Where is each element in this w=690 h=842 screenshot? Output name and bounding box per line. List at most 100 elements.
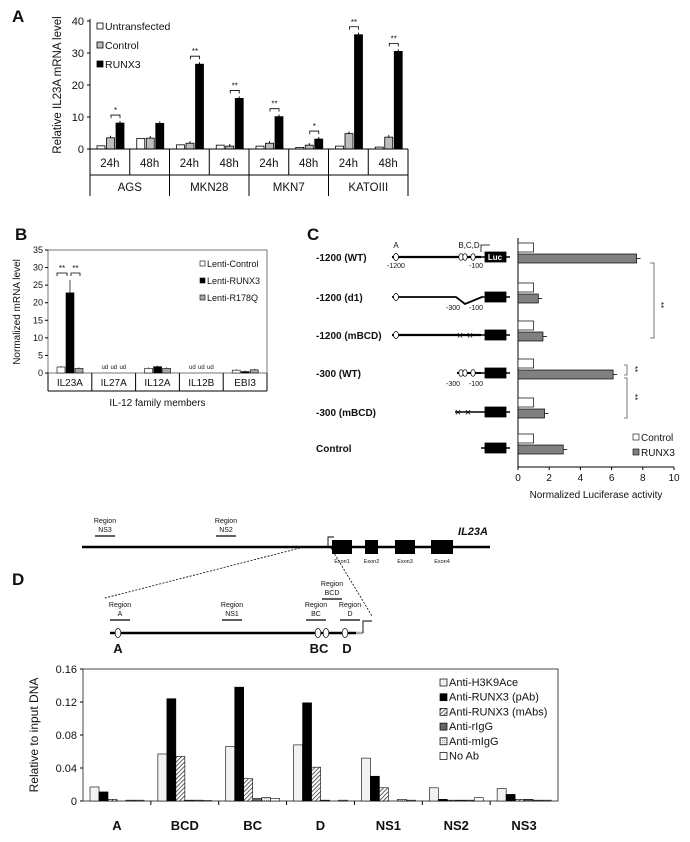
b-legend-label: Lenti-Control	[207, 259, 259, 269]
c-bar-runx3	[517, 331, 544, 342]
d-bar-series-4	[184, 799, 195, 802]
d-legend-swatch	[439, 752, 448, 760]
d-region-d-label: D	[347, 611, 352, 618]
d-bar-series-5	[532, 799, 543, 802]
d-bar-series-2	[234, 686, 245, 802]
a-cell-line-label: MKN7	[273, 182, 305, 194]
d-exon-label: Exon4	[434, 559, 450, 565]
c-pos-label: -100	[469, 263, 483, 270]
a-bar-untransfected	[136, 138, 146, 150]
c-significance: **	[656, 302, 665, 308]
c-site-a	[393, 293, 399, 301]
b-bar-lenti-runx3	[153, 366, 162, 374]
c-bar-runx3	[517, 253, 637, 264]
a-y-tick-label: 0	[78, 144, 84, 156]
c-significance: **	[630, 394, 639, 400]
a-timepoint-label: 24h	[259, 158, 278, 170]
b-undetected-label: ud	[189, 365, 196, 371]
d-category-label: BC	[243, 818, 262, 833]
a-significance: **	[391, 34, 397, 43]
d-bar-series-5	[397, 799, 407, 802]
d-region-ns2-label: NS2	[219, 527, 233, 534]
d-exon-box	[332, 540, 352, 554]
d-bar-series-6	[541, 799, 552, 802]
c-bar-runx3	[517, 444, 564, 455]
c-legend-swatch	[632, 448, 640, 456]
b-category-label: EBI3	[234, 378, 256, 389]
a-significance: **	[232, 81, 238, 90]
a-bar-runx3	[234, 98, 244, 150]
d-bar-series-2	[302, 702, 312, 802]
d-legend-label: Anti-RUNX3 (pAb)	[449, 692, 539, 704]
b-significance-bracket	[70, 272, 81, 276]
d-bar-series-5	[193, 799, 204, 802]
b-bar-lenti-runx3	[240, 371, 250, 374]
b-undetected-label: ud	[110, 365, 117, 371]
panel-label-a: A	[12, 7, 24, 26]
c-pos-label: -300	[446, 381, 460, 388]
d-y-tick-label: 0.04	[56, 763, 77, 775]
a-bar-runx3	[115, 122, 125, 150]
d-region-ns3-label: Region	[94, 518, 116, 525]
c-pos-label: -100	[469, 305, 483, 312]
d-bar-series-1	[225, 746, 236, 802]
b-y-tick-label: 30	[33, 263, 43, 273]
c-bar-control	[517, 242, 534, 253]
d-bar-series-4	[252, 798, 263, 802]
a-cell-line-label: AGS	[118, 182, 143, 194]
c-construct-label: Control	[316, 444, 352, 455]
d-legend-swatch	[439, 678, 448, 687]
d-bar-series-2	[370, 775, 380, 802]
b-legend-swatch	[199, 277, 206, 284]
a-legend-label: Untransfected	[105, 21, 171, 33]
a-significance-bracket	[349, 26, 359, 30]
c-bar-control	[517, 397, 534, 408]
c-site-bcd	[470, 253, 476, 261]
a-bar-control	[265, 142, 274, 150]
b-significance: **	[59, 264, 65, 273]
d-bar-series-6	[406, 799, 416, 802]
b-bar-lenti-control	[144, 368, 153, 374]
d-bar-series-3	[175, 756, 186, 802]
a-cell-line-label: KATOIII	[348, 182, 388, 194]
d-region-bc-label: Region	[305, 602, 327, 609]
d-y-tick-label: 0.12	[56, 697, 77, 709]
d-tss-arrow-icon	[362, 620, 372, 633]
c-x-tick-label: 8	[640, 473, 646, 484]
c-site-bcd	[470, 369, 476, 377]
a-legend-swatch	[96, 22, 104, 30]
b-y-axis-label: Normalized mRNA level	[12, 259, 23, 365]
d-bar-series-5	[464, 799, 475, 802]
c-significance: **	[630, 366, 639, 372]
d-exon-label: Exon3	[397, 559, 413, 565]
b-bar-lenti-control	[56, 366, 66, 374]
c-site-a-label: A	[393, 241, 399, 250]
c-construct-label: -300 (WT)	[316, 369, 361, 380]
a-y-tick-label: 30	[72, 48, 84, 60]
a-bar-runx3	[274, 116, 284, 150]
d-bar-series-2	[505, 794, 516, 802]
a-timepoint-label: 48h	[299, 158, 318, 170]
d-bar-series-3	[243, 778, 254, 802]
c-mutation-x-icon: ×	[465, 407, 471, 419]
a-bar-control	[185, 142, 195, 150]
c-bar-control	[517, 358, 534, 369]
b-legend-label: Lenti-RUNX3	[207, 276, 260, 286]
c-pos-label: -300	[446, 305, 460, 312]
d-bar-series-4	[455, 799, 466, 802]
a-legend-swatch	[96, 41, 104, 49]
d-bar-series-1	[157, 753, 168, 802]
c-x-tick-label: 10	[668, 473, 680, 484]
c-bar-runx3	[517, 293, 539, 304]
a-bar-untransfected	[215, 144, 225, 150]
b-undetected-label: ud	[207, 365, 214, 371]
d-region-ns2-label: Region	[215, 518, 237, 525]
b-legend-swatch	[199, 260, 206, 267]
d-y-axis-label: Relative to input DNA	[27, 678, 41, 793]
c-site-bcd	[462, 369, 468, 377]
c-luc-label: Luc	[488, 253, 503, 262]
d-y-tick-label: 0	[71, 796, 77, 808]
d-exon-label: Exon2	[364, 559, 380, 565]
d-tss-arrow-icon	[327, 536, 334, 546]
